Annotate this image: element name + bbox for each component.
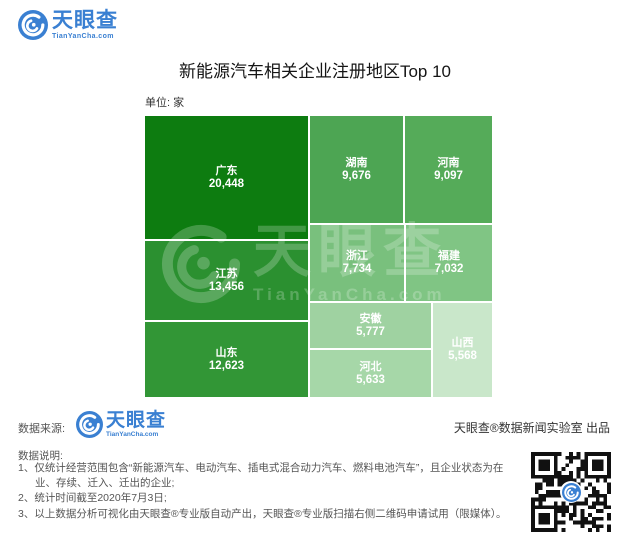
cell-value: 9,097 — [434, 169, 463, 182]
tianyancha-swirl-icon — [18, 10, 48, 40]
treemap-cell-hunan[interactable]: 湖南 9,676 — [310, 116, 403, 223]
treemap-chart: 广东 20,448 江苏 13,456 山东 12,623 湖南 9,676 河… — [145, 116, 492, 397]
treemap-cell-guangdong[interactable]: 广东 20,448 — [145, 116, 308, 239]
cell-label: 浙江 — [346, 250, 368, 262]
page-title: 新能源汽车相关企业注册地区Top 10 — [178, 62, 452, 81]
footer-brand-domain: TianYanCha.com — [106, 431, 159, 438]
cell-label: 山东 — [215, 346, 238, 359]
cell-value: 20,448 — [208, 177, 245, 190]
cell-label: 安徽 — [359, 312, 382, 325]
treemap-cell-shanxi[interactable]: 山西 5,568 — [433, 303, 492, 397]
cell-label: 山西 — [451, 337, 474, 349]
treemap-cell-zhejiang[interactable]: 浙江 7,734 — [310, 225, 404, 301]
cell-label: 河南 — [437, 156, 460, 169]
treemap-cell-fujian[interactable]: 福建 7,032 — [406, 225, 492, 301]
qr-center-logo — [560, 481, 582, 503]
tianyancha-logo: 天眼查 TianYanCha.com — [18, 10, 118, 40]
produced-by-label: 天眼查®数据新闻实验室 出品 — [453, 421, 610, 435]
note-item: 1、仅统计经营范围包含“新能源汽车、电动汽车、插电式混合动力汽车、燃料电池汽车”… — [18, 462, 504, 489]
treemap-cell-jiangsu[interactable]: 江苏 13,456 — [145, 241, 308, 320]
cell-label: 福建 — [438, 250, 460, 262]
footer-tianyancha-logo: 天眼查 TianYanCha.com — [76, 411, 166, 439]
cell-value: 7,032 — [434, 263, 464, 275]
note-item: 2、统计时间截至2020年7月3日; — [18, 492, 167, 504]
unit-label: 单位: 家 — [145, 97, 185, 109]
cell-value: 5,568 — [448, 350, 477, 362]
cell-value: 5,633 — [356, 373, 385, 386]
cell-label: 湖南 — [345, 156, 368, 169]
cell-value: 7,734 — [342, 263, 372, 275]
data-source-label: 数据来源: — [18, 423, 66, 435]
treemap-cell-anhui[interactable]: 安徽 5,777 — [310, 303, 431, 348]
qr-swirl-icon — [561, 482, 581, 502]
cell-label: 广东 — [215, 164, 238, 177]
cell-value: 12,623 — [208, 359, 245, 372]
brand-domain: TianYanCha.com — [52, 33, 114, 40]
cell-value: 5,777 — [356, 325, 385, 338]
cell-label: 河北 — [359, 360, 382, 373]
brand-name: 天眼查 — [52, 9, 118, 32]
treemap-cell-henan[interactable]: 河南 9,097 — [405, 116, 492, 223]
footer-swirl-icon — [76, 411, 103, 438]
cell-value: 9,676 — [342, 169, 371, 182]
treemap-cell-hebei[interactable]: 河北 5,633 — [310, 350, 431, 397]
notes-list: 1、仅统计经营范围包含“新能源汽车、电动汽车、插电式混合动力汽车、燃料电池汽车”… — [18, 461, 520, 522]
qr-code[interactable] — [531, 452, 611, 532]
note-item: 3、以上数据分析可视化由天眼查®专业版自动产出，天眼查®专业版扫描右侧二维码申请… — [18, 507, 507, 520]
cell-label: 江苏 — [215, 267, 238, 280]
footer-brand-name: 天眼查 — [106, 410, 167, 431]
notes-title: 数据说明: — [18, 450, 63, 462]
treemap-cell-shandong[interactable]: 山东 12,623 — [145, 322, 308, 397]
cell-value: 13,456 — [208, 280, 245, 293]
